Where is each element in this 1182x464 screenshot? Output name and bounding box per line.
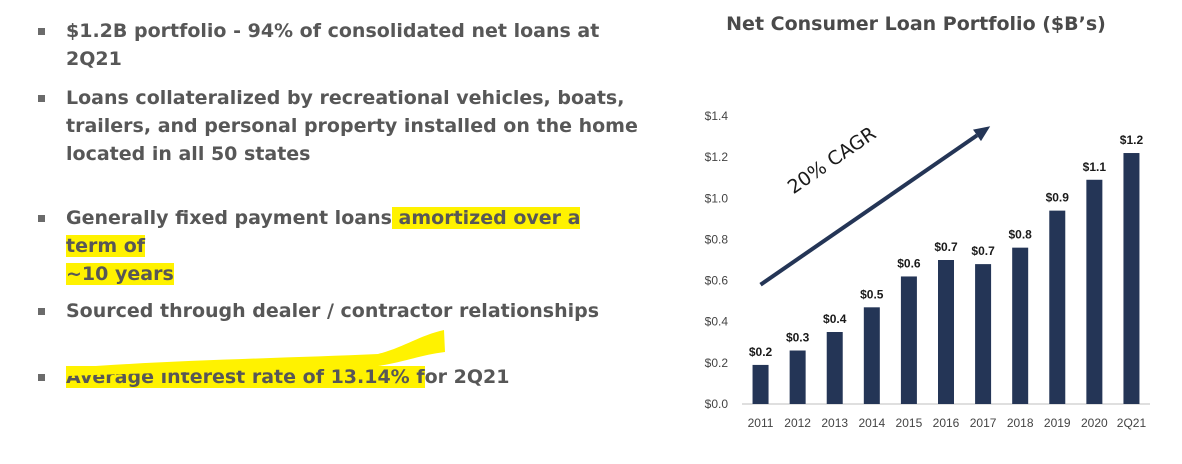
x-tick-label: 2019 — [1044, 416, 1071, 430]
bullet-list: $1.2B portfolio - 94% of consolidated ne… — [38, 17, 638, 388]
bullet-fixed-payment: Generally fixed payment loans amortized … — [38, 204, 638, 288]
bullet-sourced: Sourced through dealer / contractor rela… — [38, 297, 638, 325]
y-axis: $0.0 $0.2 $0.4 $0.6 $0.8 $1.0 $1.2 $1.4 — [705, 109, 729, 411]
y-tick-label: $0.6 — [705, 274, 729, 288]
bullet-portfolio: $1.2B portfolio - 94% of consolidated ne… — [38, 17, 638, 73]
data-label: $0.6 — [897, 256, 921, 270]
bar — [789, 350, 806, 404]
data-label: $1.1 — [1083, 160, 1107, 174]
data-label: $0.3 — [786, 331, 810, 345]
square-bullet-icon — [38, 215, 45, 222]
x-tick-label: 2017 — [970, 416, 997, 430]
data-label: $0.8 — [1009, 228, 1033, 242]
x-tick-label: 2015 — [896, 416, 923, 430]
x-tick-label: 2020 — [1081, 416, 1108, 430]
square-bullet-icon — [38, 308, 45, 315]
cagr-annotation: 20% CAGR — [784, 122, 881, 198]
y-tick-label: $0.4 — [705, 315, 729, 329]
data-label: $0.7 — [971, 244, 995, 258]
square-bullet-icon — [38, 374, 45, 381]
x-axis: 2011 2012 2013 2014 2015 2016 2017 2018 2019 2020… — [742, 403, 1150, 430]
bar — [1123, 153, 1140, 404]
chart-title: Net Consumer Loan Portfolio ($B’s) — [726, 13, 1106, 35]
bullet-portfolio-text: $1.2B portfolio - 94% of consolidated ne… — [66, 20, 600, 70]
data-label: $0.7 — [934, 240, 958, 254]
x-tick-label: 2011 — [748, 416, 774, 430]
highlight-term: ~10 years — [66, 263, 174, 285]
bar-series: $0.2 $0.3 $0.4 $0.5 $0.6 $0.7 $0.7 $0.8 $0.9 $1.1… — [749, 133, 1144, 404]
bar — [1012, 247, 1029, 404]
bar — [752, 364, 769, 404]
data-label: $0.4 — [823, 312, 847, 326]
data-label: $0.5 — [860, 287, 884, 301]
square-bullet-icon — [38, 95, 45, 102]
trend-arrow-line — [759, 133, 979, 287]
bar — [938, 260, 954, 404]
bullet-fixed-payment-text-plain: Generally fixed payment loans — [66, 207, 392, 229]
bar — [900, 276, 917, 404]
square-bullet-icon — [38, 28, 45, 35]
y-tick-label: $0.8 — [705, 232, 729, 246]
bar — [1086, 179, 1103, 404]
bullet-fixed-payment-text: Generally fixed payment loans amortized … — [66, 204, 638, 288]
x-tick-label: 2012 — [784, 416, 811, 430]
x-tick-label: 2Q21 — [1117, 416, 1147, 430]
x-tick-label: 2014 — [858, 416, 885, 430]
data-label: $1.2 — [1120, 133, 1144, 147]
bullet-sourced-text: Sourced through dealer / contractor rela… — [66, 300, 600, 322]
y-tick-label: $1.0 — [705, 191, 729, 205]
y-tick-label: $1.4 — [705, 109, 729, 123]
x-tick-label: 2018 — [1007, 416, 1034, 430]
bullet-interest-rate-text-plain: or 2Q21 — [424, 366, 510, 388]
trend-arrow: 20% CAGR — [759, 122, 991, 287]
bar — [863, 307, 880, 404]
trend-arrow-head — [973, 126, 991, 142]
bar — [975, 264, 992, 404]
bar — [1049, 210, 1066, 404]
bar — [826, 332, 843, 404]
y-tick-label: $0.0 — [705, 397, 729, 411]
x-tick-label: 2013 — [821, 416, 848, 430]
y-tick-label: $0.2 — [705, 356, 729, 370]
y-tick-label: $1.2 — [705, 150, 729, 164]
data-label: $0.9 — [1046, 191, 1070, 205]
x-tick-label: 2016 — [933, 416, 960, 430]
bullet-collateral-text: Loans collateralized by recreational veh… — [66, 87, 638, 165]
bullet-collateral: Loans collateralized by recreational veh… — [38, 84, 638, 168]
data-label: $0.2 — [749, 345, 773, 359]
